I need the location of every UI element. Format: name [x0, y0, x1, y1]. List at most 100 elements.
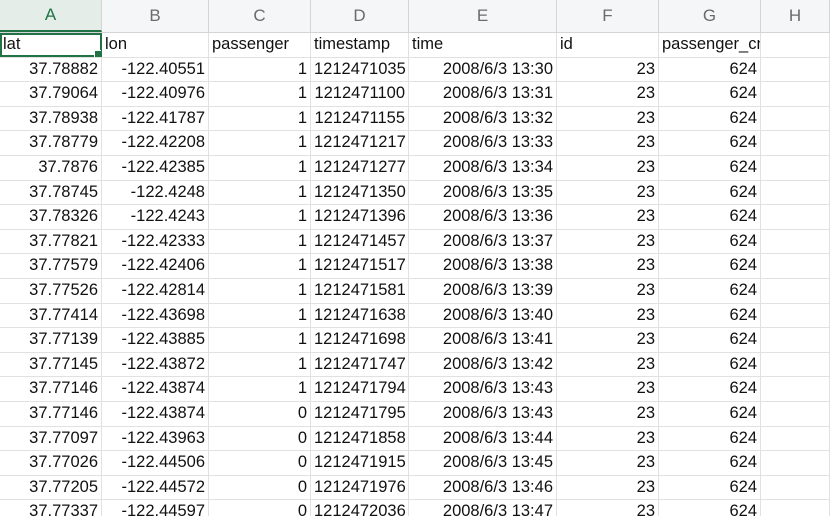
table-cell[interactable]: [761, 57, 830, 82]
table-cell[interactable]: 23: [557, 57, 659, 82]
table-cell[interactable]: 23: [557, 106, 659, 131]
table-cell[interactable]: 1212471217: [311, 131, 409, 155]
table-cell[interactable]: 23: [557, 426, 659, 451]
table-cell[interactable]: -122.42814: [102, 278, 209, 303]
column-header-c[interactable]: C: [209, 0, 311, 32]
table-cell[interactable]: 37.78745: [0, 180, 102, 205]
table-cell[interactable]: 624: [659, 57, 761, 82]
table-cell[interactable]: 2008/6/3 13:43: [409, 401, 557, 426]
table-cell[interactable]: 0: [209, 451, 311, 475]
table-cell[interactable]: 1212471100: [311, 82, 409, 106]
table-cell[interactable]: 2008/6/3 13:32: [409, 106, 557, 131]
fill-handle[interactable]: [94, 49, 101, 57]
table-cell[interactable]: [761, 254, 830, 278]
table-cell[interactable]: [761, 303, 830, 328]
table-cell[interactable]: 37.77026: [0, 451, 102, 475]
table-cell[interactable]: 23: [557, 475, 659, 500]
table-cell[interactable]: 1212471915: [311, 451, 409, 475]
table-cell[interactable]: 37.79064: [0, 82, 102, 106]
table-cell[interactable]: 624: [659, 180, 761, 205]
table-cell[interactable]: 23: [557, 500, 659, 516]
table-cell[interactable]: 1212471858: [311, 426, 409, 451]
table-cell[interactable]: 2008/6/3 13:36: [409, 205, 557, 229]
table-cell[interactable]: 1212471976: [311, 475, 409, 500]
table-cell[interactable]: -122.43874: [102, 401, 209, 426]
table-cell[interactable]: 23: [557, 352, 659, 377]
table-cell[interactable]: 37.78882: [0, 57, 102, 82]
table-cell[interactable]: 37.7876: [0, 155, 102, 180]
table-cell[interactable]: 624: [659, 205, 761, 229]
table-cell[interactable]: 1212471457: [311, 229, 409, 254]
table-cell[interactable]: 0: [209, 426, 311, 451]
table-cell[interactable]: 23: [557, 229, 659, 254]
table-cell[interactable]: 624: [659, 229, 761, 254]
table-cell[interactable]: -122.42208: [102, 131, 209, 155]
table-cell[interactable]: [761, 229, 830, 254]
table-cell[interactable]: 0: [209, 475, 311, 500]
table-cell[interactable]: [761, 475, 830, 500]
table-cell[interactable]: 37.77821: [0, 229, 102, 254]
table-cell[interactable]: 37.77145: [0, 352, 102, 377]
table-cell[interactable]: 23: [557, 377, 659, 401]
table-cell[interactable]: 624: [659, 82, 761, 106]
table-cell[interactable]: 0: [209, 500, 311, 516]
table-cell[interactable]: -122.44597: [102, 500, 209, 516]
cell-header[interactable]: id: [557, 33, 659, 57]
table-cell[interactable]: 23: [557, 180, 659, 205]
table-cell[interactable]: 2008/6/3 13:38: [409, 254, 557, 278]
table-cell[interactable]: -122.41787: [102, 106, 209, 131]
table-cell[interactable]: -122.43874: [102, 377, 209, 401]
table-cell[interactable]: 23: [557, 205, 659, 229]
table-cell[interactable]: 2008/6/3 13:45: [409, 451, 557, 475]
table-cell[interactable]: 1212471581: [311, 278, 409, 303]
table-cell[interactable]: 2008/6/3 13:39: [409, 278, 557, 303]
table-cell[interactable]: 37.78326: [0, 205, 102, 229]
table-cell[interactable]: 2008/6/3 13:47: [409, 500, 557, 516]
table-cell[interactable]: 23: [557, 278, 659, 303]
table-cell[interactable]: -122.4248: [102, 180, 209, 205]
cell-header[interactable]: passenger: [209, 33, 311, 57]
table-cell[interactable]: 37.77526: [0, 278, 102, 303]
table-cell[interactable]: [761, 131, 830, 155]
table-cell[interactable]: [761, 352, 830, 377]
column-header-g[interactable]: G: [659, 0, 761, 32]
table-cell[interactable]: 1: [209, 57, 311, 82]
table-cell[interactable]: 37.77146: [0, 377, 102, 401]
table-cell[interactable]: -122.42333: [102, 229, 209, 254]
table-cell[interactable]: [761, 500, 830, 516]
table-cell[interactable]: 2008/6/3 13:44: [409, 426, 557, 451]
table-cell[interactable]: 624: [659, 352, 761, 377]
table-cell[interactable]: 1: [209, 131, 311, 155]
table-cell[interactable]: 624: [659, 451, 761, 475]
table-cell[interactable]: [761, 106, 830, 131]
table-cell[interactable]: 624: [659, 401, 761, 426]
table-cell[interactable]: 624: [659, 131, 761, 155]
table-cell[interactable]: 2008/6/3 13:42: [409, 352, 557, 377]
table-cell[interactable]: 23: [557, 131, 659, 155]
table-cell[interactable]: 1212471396: [311, 205, 409, 229]
table-cell[interactable]: [761, 205, 830, 229]
table-cell[interactable]: 37.78779: [0, 131, 102, 155]
table-cell[interactable]: 2008/6/3 13:31: [409, 82, 557, 106]
table-cell[interactable]: 624: [659, 303, 761, 328]
table-cell[interactable]: 1212471747: [311, 352, 409, 377]
table-cell[interactable]: -122.42406: [102, 254, 209, 278]
table-cell[interactable]: 2008/6/3 13:43: [409, 377, 557, 401]
table-cell[interactable]: 1212471698: [311, 328, 409, 352]
cell-header[interactable]: time: [409, 33, 557, 57]
table-cell[interactable]: 624: [659, 377, 761, 401]
table-cell[interactable]: 1: [209, 303, 311, 328]
table-cell[interactable]: 1: [209, 155, 311, 180]
cell-header[interactable]: [761, 33, 830, 57]
table-cell[interactable]: 37.78938: [0, 106, 102, 131]
cell-header[interactable]: lon: [102, 33, 209, 57]
table-cell[interactable]: 23: [557, 155, 659, 180]
table-cell[interactable]: 1212471638: [311, 303, 409, 328]
cell-header[interactable]: timestamp: [311, 33, 409, 57]
table-cell[interactable]: 2008/6/3 13:40: [409, 303, 557, 328]
table-cell[interactable]: 1: [209, 254, 311, 278]
table-cell[interactable]: -122.40976: [102, 82, 209, 106]
table-cell[interactable]: 23: [557, 328, 659, 352]
table-cell[interactable]: [761, 328, 830, 352]
table-cell[interactable]: -122.44572: [102, 475, 209, 500]
